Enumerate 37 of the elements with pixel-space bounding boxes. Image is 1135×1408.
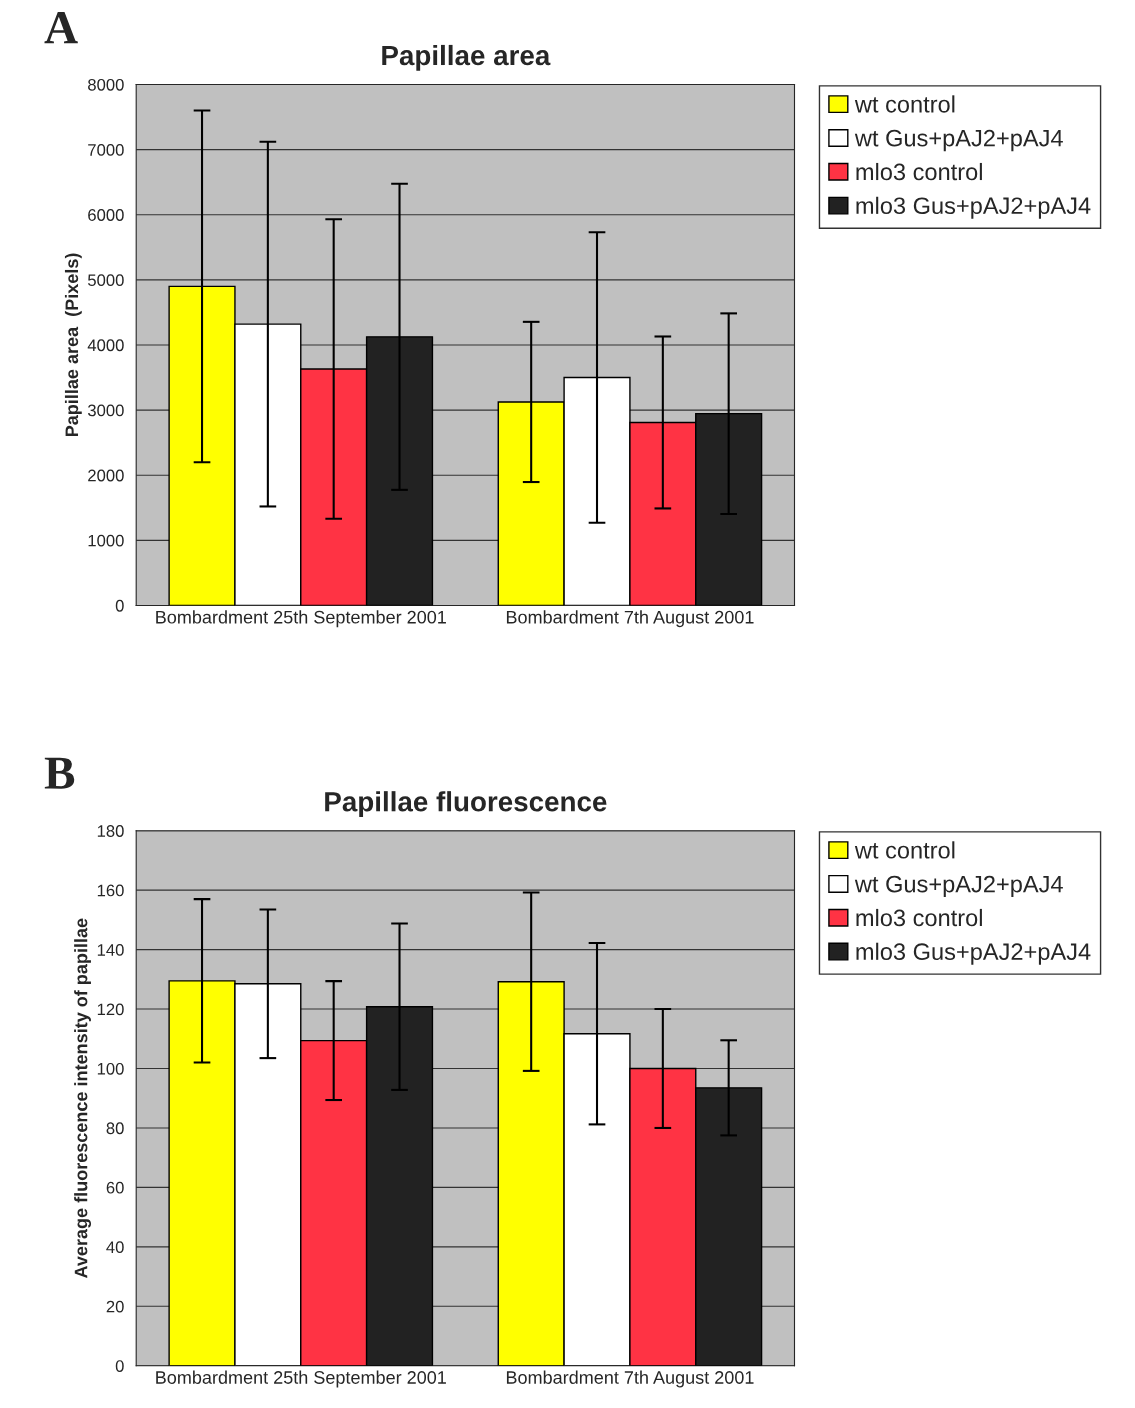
y-tick-label: 0 <box>115 599 124 612</box>
y-axis-title: Papillae area (Pixels) <box>64 253 82 437</box>
chart-title: Papillae area <box>382 44 551 71</box>
y-tick-label: 140 <box>97 944 124 956</box>
text: B <box>44 757 75 789</box>
chart-title: Papillae fluorescence <box>325 791 607 818</box>
legend-label: mlo3 control <box>856 908 982 927</box>
y-tick-label: 0 <box>115 1360 124 1372</box>
y-tick-label: 4000 <box>87 339 124 352</box>
y-tick-label: 1000 <box>88 534 124 547</box>
y-tick-label: 80 <box>106 1122 124 1135</box>
legend-label: wt Gus+pAJ2+pAJ4 <box>854 129 1063 152</box>
y-tick-label: 160 <box>97 884 124 897</box>
text: A <box>44 11 78 44</box>
y-axis-title: Average fluorescence intensity of papillae <box>74 918 92 1279</box>
x-tick-label: Bombardment 25th September 2001 <box>156 1370 446 1388</box>
y-tick-label: 3000 <box>87 404 124 417</box>
y-tick-label: 100 <box>97 1062 124 1075</box>
y-tick-label: 20 <box>106 1300 124 1313</box>
y-tick-label: 8000 <box>88 78 124 91</box>
legend-label: wt Gus+pAJ2+pAJ4 <box>854 875 1063 898</box>
y-tick-label: 7000 <box>88 144 124 156</box>
y-tick-label: 120 <box>97 1003 124 1016</box>
y-tick-label: 60 <box>106 1181 124 1194</box>
legend-label: wt control <box>854 95 955 113</box>
y-tick-label: 2000 <box>88 469 124 482</box>
y-tick-label: 180 <box>97 825 124 837</box>
legend-label: mlo3 control <box>856 162 982 181</box>
y-tick-label: 40 <box>106 1241 124 1254</box>
legend-label: wt control <box>854 841 955 859</box>
legend-label: mlo3 Gus+pAJ2+pAJ4 <box>856 942 1091 965</box>
x-tick-label: Bombardment 7th August 2001 <box>506 1370 754 1388</box>
y-tick-label: 5000 <box>87 274 124 287</box>
x-tick-label: Bombardment 25th September 2001 <box>156 610 446 628</box>
x-tick-label: Bombardment 7th August 2001 <box>506 610 754 628</box>
y-tick-label: 6000 <box>88 209 124 221</box>
legend-label: mlo3 Gus+pAJ2+pAJ4 <box>856 196 1091 219</box>
